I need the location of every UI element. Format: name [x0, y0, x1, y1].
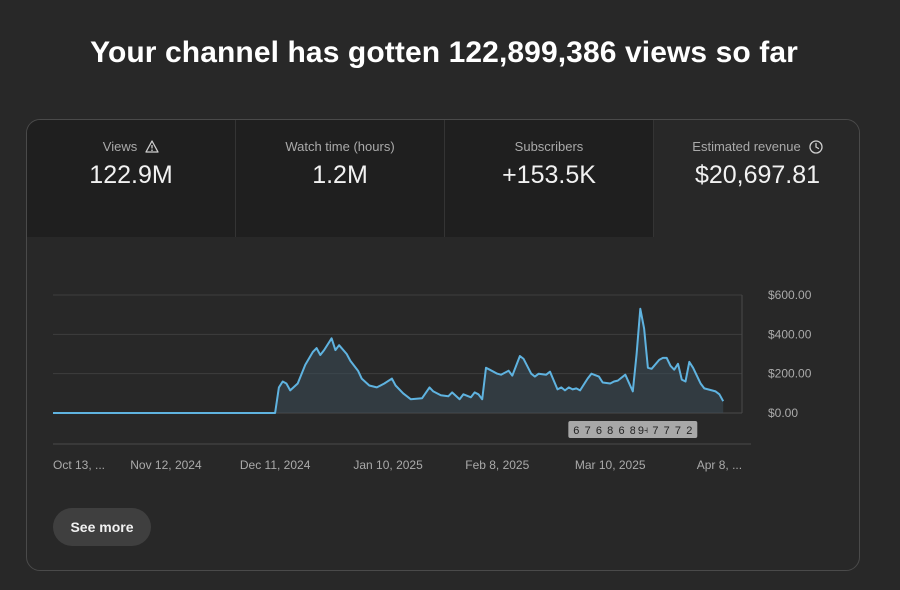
metric-label: Subscribers [514, 139, 584, 154]
upload-marker-label: 7 [675, 425, 681, 437]
x-tick-label: Jan 10, 2025 [353, 458, 423, 472]
page-title: Your channel has gotten 122,899,386 view… [90, 36, 798, 69]
x-tick-label: Dec 11, 2024 [240, 458, 311, 472]
upload-marker-label: 8 [630, 425, 636, 437]
upload-marker-label: 7 [664, 425, 670, 437]
upload-marker-label: 6 [573, 425, 579, 437]
y-tick-label: $200.00 [768, 367, 812, 381]
upload-marker-label: 6 [596, 425, 602, 437]
y-tick-label: $600.00 [768, 288, 812, 302]
metric-value: 1.2M [312, 161, 368, 189]
revenue-chart: $0.00 $200.00 $400.00 $600.00 Oct 13, ... Nov… [53, 288, 812, 472]
y-tick-label: $400.00 [768, 327, 812, 341]
clock-icon [809, 139, 823, 154]
metric-value: 122.9M [89, 161, 173, 189]
warning-icon [145, 140, 159, 153]
x-tick-label: Feb 8, 2025 [465, 458, 529, 472]
x-tick-label: Oct 13, ... [53, 458, 105, 472]
metric-value: +153.5K [502, 161, 596, 189]
upload-marker-label: 7 [652, 425, 658, 437]
series-line [53, 307, 725, 414]
series-area [53, 308, 724, 413]
upload-marker-label: 7 [585, 425, 591, 437]
upload-marker-label: 9+ [638, 425, 651, 437]
metric-tabs: Views 122.9M Watch time (hours) 1.2M Sub… [27, 120, 859, 237]
upload-marker-label: 8 [607, 425, 613, 437]
metric-label: Estimated revenue [692, 139, 801, 154]
metric-tab-watch-time[interactable]: Watch time (hours) 1.2M [236, 120, 445, 237]
metric-value: $20,697.81 [694, 161, 821, 189]
metric-tab-subscribers[interactable]: Subscribers +153.5K [445, 120, 654, 237]
see-more-button[interactable]: See more [53, 508, 151, 546]
x-tick-label: Mar 10, 2025 [575, 458, 646, 472]
y-tick-label: $0.00 [768, 406, 798, 420]
x-tick-label: Apr 8, ... [697, 458, 742, 472]
metric-label: Views [102, 139, 138, 154]
metric-label: Watch time (hours) [285, 139, 395, 154]
upload-marker [681, 421, 698, 438]
analytics-card: Views 122.9M Watch time (hours) 1.2M Sub… [26, 119, 860, 571]
upload-marker-label: 2 [686, 425, 692, 437]
x-tick-label: Nov 12, 2024 [130, 458, 202, 472]
metric-tab-estimated-revenue[interactable]: Estimated revenue $20,697.81 [654, 120, 859, 237]
metric-tab-views[interactable]: Views 122.9M [27, 120, 236, 237]
upload-marker-label: 6 [618, 425, 624, 437]
